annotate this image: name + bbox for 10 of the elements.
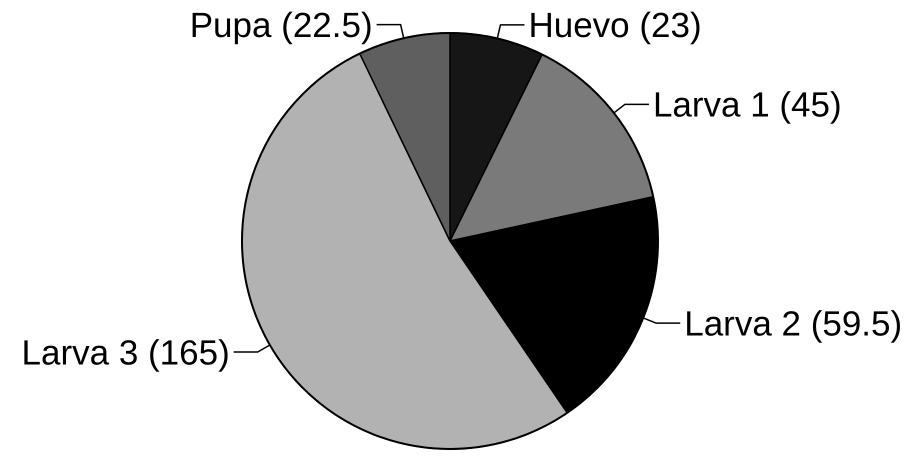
- slice-label: Larva 3: [22, 333, 138, 372]
- slice-label: Larva 2: [684, 304, 801, 344]
- slice-label: Huevo: [528, 6, 630, 46]
- slice-label: Larva 1: [652, 86, 770, 125]
- data-label: (45): [779, 86, 842, 125]
- data-label: (59.5): [810, 304, 902, 344]
- data-label: (165): [148, 333, 230, 372]
- data-label: (23): [639, 6, 702, 46]
- slice-label: Pupa: [190, 6, 272, 45]
- data-label: (22.5): [281, 6, 373, 45]
